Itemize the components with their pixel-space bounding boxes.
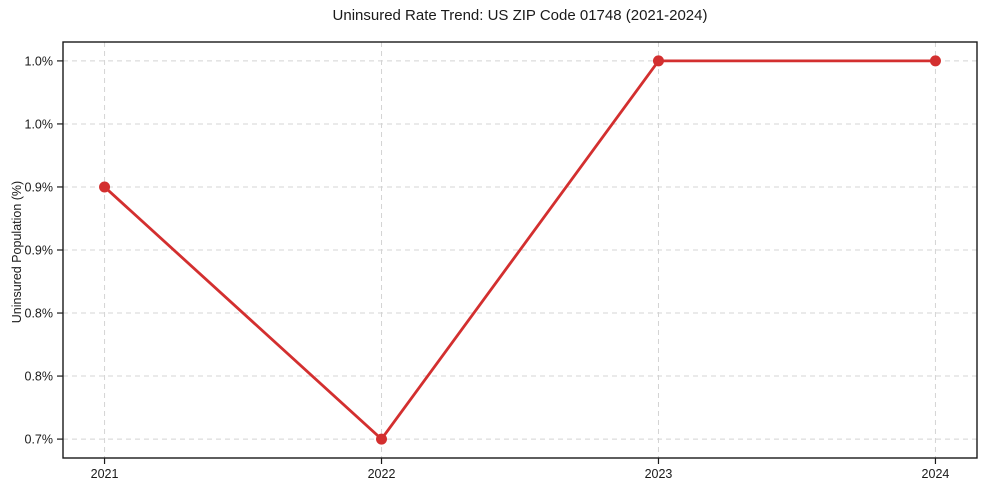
y-tick-label: 0.9%: [25, 244, 54, 258]
y-tick-label: 1.0%: [25, 54, 54, 68]
x-tick-label: 2021: [91, 467, 119, 481]
x-tick-label: 2022: [368, 467, 396, 481]
data-point-2024: [929, 55, 941, 67]
data-point-2022: [376, 433, 388, 445]
data-point-2023: [652, 55, 664, 67]
trend-line: [103, 59, 937, 441]
plot-border: [62, 41, 978, 459]
chart-title: Uninsured Rate Trend: US ZIP Code 01748 …: [332, 7, 708, 24]
y-tick-label: 0.7%: [25, 433, 54, 447]
x-tick-label: 2024: [922, 467, 950, 481]
y-tick-label: 0.8%: [25, 370, 54, 384]
y-tick-label: 1.0%: [25, 117, 54, 131]
data-point-2021: [99, 181, 111, 193]
y-tick-label: 0.9%: [25, 180, 54, 194]
x-tick-label: 2023: [645, 467, 673, 481]
y-tick-label: 0.8%: [25, 307, 54, 321]
